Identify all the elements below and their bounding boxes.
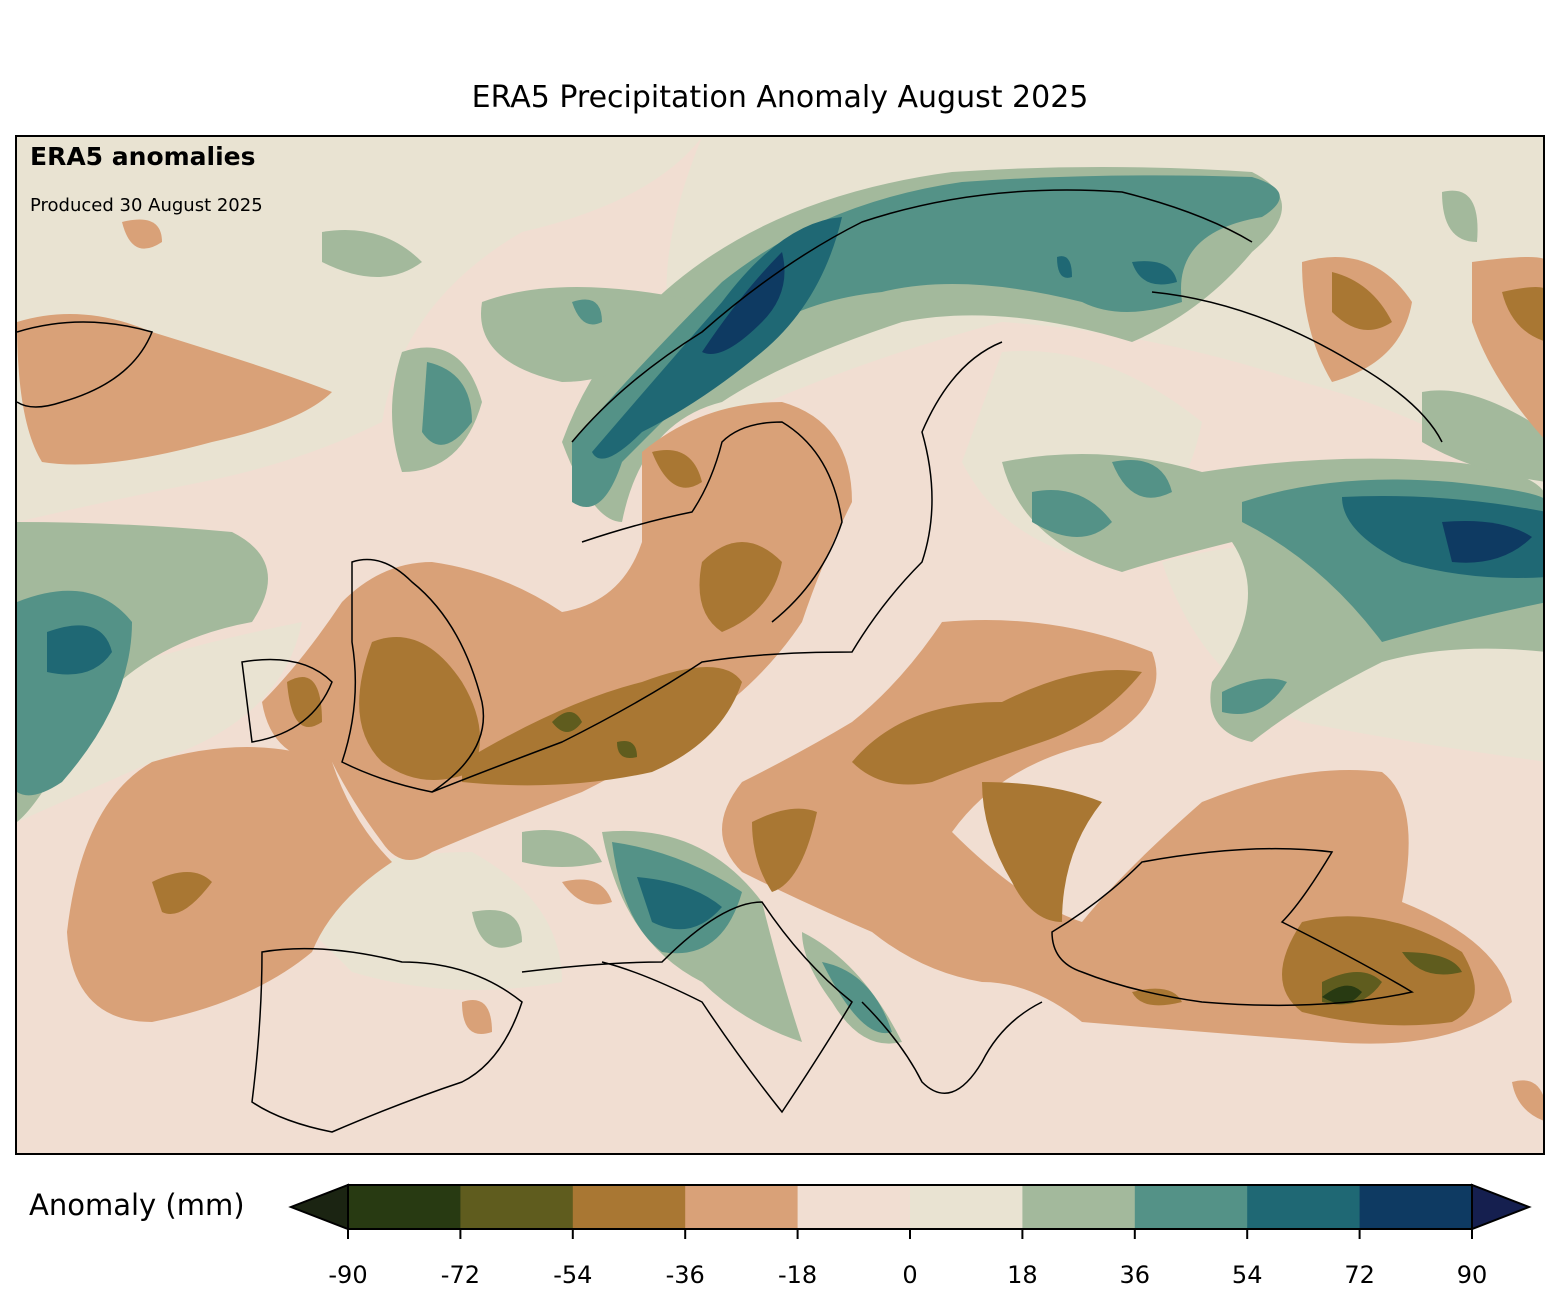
colorbar-tick-label: 18: [1007, 1261, 1038, 1289]
colorbar-bin: [1247, 1185, 1361, 1229]
colorbar-tick-label: 0: [902, 1261, 917, 1289]
colorbar-bin: [1359, 1185, 1473, 1229]
colorbar-tick-label: 36: [1120, 1261, 1151, 1289]
colorbar-bin: [910, 1185, 1023, 1229]
colorbar-tick-label: 72: [1344, 1261, 1375, 1289]
colorbar-label: Anomaly (mm): [29, 1188, 245, 1222]
colorbar-bin: [685, 1185, 799, 1229]
annotation-produced-date: Produced 30 August 2025: [30, 195, 263, 216]
coastlines: [17, 189, 1443, 1133]
contour-minus72-minus90: [1322, 985, 1362, 1004]
colorbar-bin: [797, 1185, 911, 1229]
colorbar-bin: [1134, 1185, 1248, 1229]
annotation-heading: ERA5 anomalies: [30, 142, 256, 171]
contour-minus36-minus54: [152, 272, 1543, 1026]
colorbar-bin: [460, 1185, 574, 1229]
colorbar-tick-label: 54: [1232, 1261, 1263, 1289]
colorbar-tick-label: -90: [328, 1261, 367, 1289]
colorbar: -90 -72 -54 -36 -18 0 18 36 54 72 90: [288, 1183, 1532, 1289]
colorbar-extend-over: [1471, 1183, 1532, 1231]
colorbar-bin: [348, 1185, 461, 1229]
colorbar-bin: [572, 1185, 686, 1229]
colorbar-extend-under: [288, 1183, 349, 1231]
colorbar-tick-label: -72: [441, 1261, 480, 1289]
colorbar-bin: [1022, 1185, 1136, 1229]
chart-title: ERA5 Precipitation Anomaly August 2025: [471, 80, 1089, 115]
anomaly-map: [15, 135, 1545, 1155]
colorbar-tick-label: -54: [553, 1261, 592, 1289]
colorbar-tick-label: 90: [1457, 1261, 1488, 1289]
contour-72-90: [702, 252, 1532, 563]
anomaly-contours: [17, 137, 1543, 1133]
colorbar-tick-label: -36: [666, 1261, 705, 1289]
colorbar-tick-label: -18: [778, 1261, 817, 1289]
